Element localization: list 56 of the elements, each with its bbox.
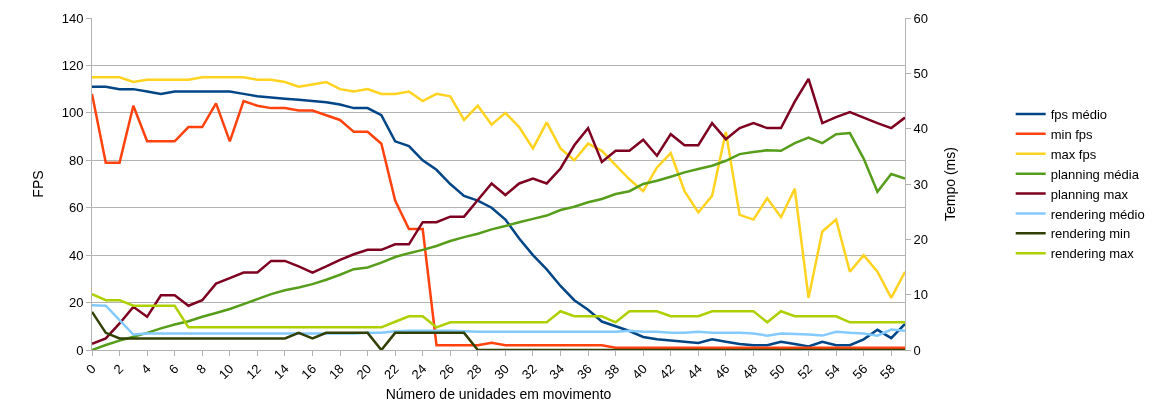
- x-tick-label: 52: [794, 361, 816, 383]
- y-tick-label: 80: [68, 152, 84, 168]
- legend-label: rendering médio: [1050, 206, 1145, 222]
- x-tick-label: 32: [518, 361, 540, 383]
- x-tick-label: 42: [656, 361, 678, 383]
- legend-label: min fps: [1050, 126, 1094, 142]
- legend-label: rendering min: [1050, 226, 1131, 242]
- x-tick-label: 58: [877, 361, 898, 383]
- y2-axis-title: Tempo (ms): [942, 147, 959, 221]
- y-axis-title: FPS: [30, 170, 47, 198]
- x-tick-label: 34: [546, 361, 568, 383]
- x-tick-label: 54: [821, 361, 843, 383]
- y2-tick-label: 50: [913, 65, 929, 81]
- y2-tick-label: 60: [913, 10, 929, 26]
- legend-label: max fps: [1050, 146, 1097, 162]
- x-tick-label: 38: [601, 361, 623, 383]
- x-axis-title: Número de unidades em movimento: [385, 386, 612, 403]
- x-tick-label: 22: [381, 361, 402, 383]
- x-tick-label: 30: [491, 361, 513, 383]
- y2-tick-label: 30: [913, 176, 929, 192]
- y-tick-label: 120: [61, 57, 84, 73]
- y-tick-label: 20: [68, 295, 84, 311]
- x-tick-label: 28: [463, 361, 485, 383]
- legend-label: planning média: [1050, 166, 1140, 182]
- x-tick-label: 46: [711, 361, 733, 383]
- x-tick-label: 20: [353, 361, 375, 383]
- y-tick-label: 100: [61, 105, 84, 121]
- y2-tick-label: 40: [913, 121, 929, 137]
- y-tick-label: 140: [61, 10, 84, 26]
- x-tick-label: 6: [165, 361, 182, 377]
- x-tick-label: 36: [573, 361, 595, 383]
- x-tick-label: 14: [270, 361, 292, 383]
- y-tick-label: 40: [68, 247, 84, 263]
- x-tick-label: 2: [110, 361, 127, 377]
- y-tick-label: 60: [68, 200, 84, 216]
- y-tick-label: 0: [76, 342, 84, 358]
- x-tick-label: 50: [766, 361, 788, 383]
- x-tick-label: 12: [243, 361, 265, 383]
- x-tick-label: 24: [408, 361, 430, 383]
- x-tick-label: 16: [298, 361, 320, 383]
- y2-tick-label: 0: [913, 342, 921, 358]
- x-tick-label: 18: [325, 361, 347, 383]
- legend-label: planning max: [1050, 186, 1129, 202]
- legend-label: fps médio: [1050, 107, 1108, 123]
- y2-tick-label: 20: [913, 231, 929, 247]
- x-tick-label: 44: [684, 361, 706, 383]
- x-tick-label: 56: [849, 361, 871, 383]
- x-tick-label: 10: [215, 361, 237, 383]
- x-tick-label: 4: [138, 361, 154, 377]
- x-tick-label: 40: [629, 361, 650, 383]
- y2-tick-label: 10: [913, 287, 929, 303]
- x-tick-label: 48: [739, 361, 761, 383]
- x-tick-label: 26: [436, 361, 457, 383]
- legend-label: rendering max: [1050, 246, 1135, 262]
- x-tick-label: 0: [83, 361, 99, 377]
- x-tick-label: 8: [193, 361, 209, 377]
